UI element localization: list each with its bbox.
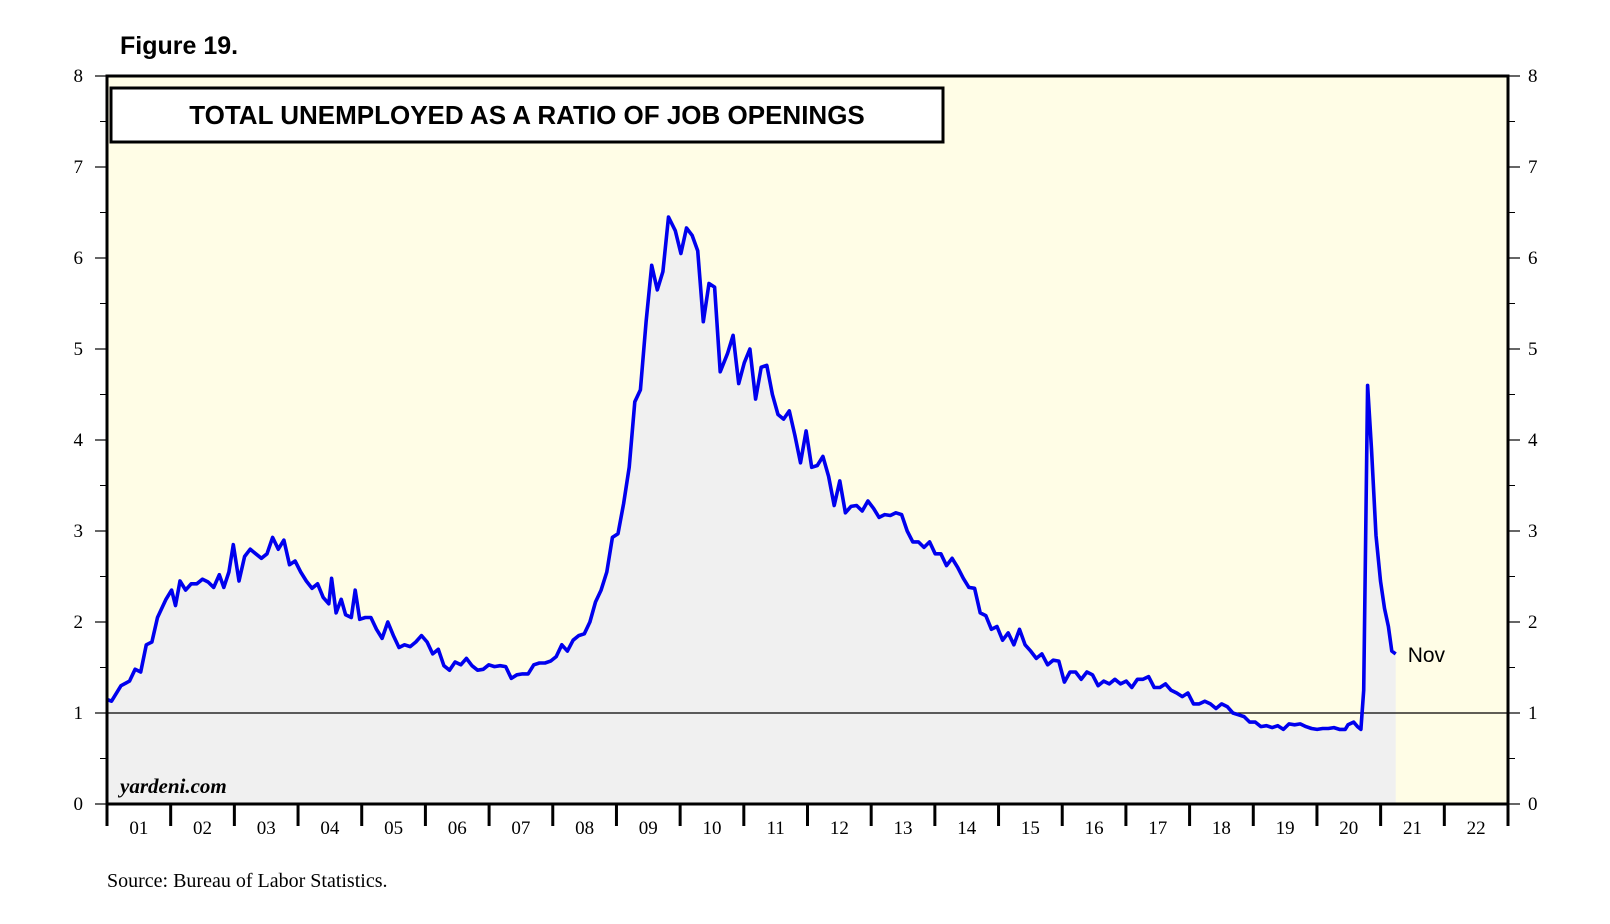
x-tick-label: 05 xyxy=(384,818,403,839)
x-tick-label: 02 xyxy=(193,818,212,839)
y-tick-label-left: 1 xyxy=(74,703,84,724)
x-tick-label: 03 xyxy=(257,818,276,839)
x-tick-label: 18 xyxy=(1212,818,1231,839)
y-tick-label-left: 7 xyxy=(74,157,84,178)
x-tick-label: 04 xyxy=(320,818,340,839)
y-tick-label-left: 0 xyxy=(74,794,84,815)
series-line xyxy=(106,215,1397,732)
y-tick-label-right: 0 xyxy=(1528,794,1538,815)
title-box xyxy=(109,86,945,144)
x-tick-label: 21 xyxy=(1403,818,1422,839)
x-tick-label: 15 xyxy=(1021,818,1040,839)
y-tick-label-left: 2 xyxy=(74,612,84,633)
x-tick-label: 19 xyxy=(1276,818,1295,839)
y-tick-label-left: 5 xyxy=(74,339,84,360)
x-tick-label: 11 xyxy=(767,818,785,839)
source-note: Source: Bureau of Labor Statistics. xyxy=(107,870,388,892)
end-label: Nov xyxy=(1408,644,1446,667)
x-tick-label: 13 xyxy=(894,818,913,839)
x-tick-label: 09 xyxy=(639,818,658,839)
x-tick-label: 08 xyxy=(575,818,594,839)
x-tick-label: 20 xyxy=(1339,818,1358,839)
y-tick-label-right: 1 xyxy=(1528,703,1538,724)
y-tick-label-right: 8 xyxy=(1528,66,1538,87)
watermark: yardeni.com xyxy=(117,774,227,798)
x-tick-label: 22 xyxy=(1467,818,1486,839)
y-tick-label-right: 3 xyxy=(1528,521,1538,542)
area-fill xyxy=(107,217,1396,804)
y-tick-label-left: 3 xyxy=(74,521,84,542)
x-tick-label: 10 xyxy=(702,818,721,839)
chart-title: TOTAL UNEMPLOYED AS A RATIO OF JOB OPENI… xyxy=(189,100,865,130)
x-tick-label: 01 xyxy=(129,818,148,839)
y-tick-label-right: 4 xyxy=(1528,430,1538,451)
x-tick-label: 16 xyxy=(1085,818,1104,839)
y-tick-label-right: 6 xyxy=(1528,248,1538,269)
y-tick-label-right: 5 xyxy=(1528,339,1538,360)
x-tick-label: 07 xyxy=(511,818,530,839)
y-tick-label-left: 4 xyxy=(74,430,84,451)
y-tick-label-left: 6 xyxy=(74,248,84,269)
figure-label: Figure 19. xyxy=(120,32,239,60)
y-tick-label-right: 2 xyxy=(1528,612,1538,633)
y-tick-label-right: 7 xyxy=(1528,157,1538,178)
x-tick-label: 06 xyxy=(448,818,467,839)
y-tick-label-left: 8 xyxy=(74,66,84,87)
x-tick-label: 12 xyxy=(830,818,849,839)
x-tick-label: 14 xyxy=(957,818,977,839)
x-tick-label: 17 xyxy=(1148,818,1167,839)
